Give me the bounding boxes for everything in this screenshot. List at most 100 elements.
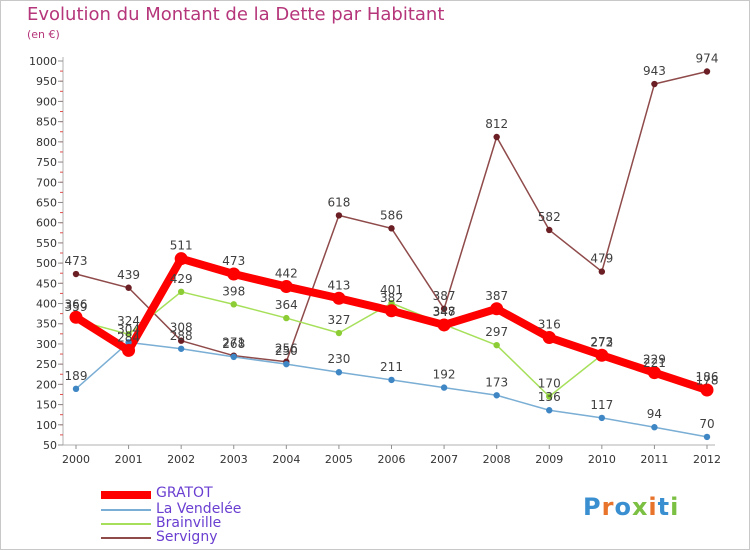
- data-point: [598, 268, 606, 275]
- y-tick-label: 50: [43, 439, 57, 452]
- data-label: 117: [590, 398, 613, 412]
- data-label: 473: [65, 254, 88, 268]
- data-point: [385, 304, 398, 318]
- data-point: [125, 339, 132, 346]
- x-tick-label: 2012: [693, 453, 721, 466]
- legend-swatch: [101, 523, 151, 525]
- y-tick-label: 250: [36, 358, 57, 371]
- data-point: [174, 252, 188, 266]
- x-tick-label: 2003: [220, 453, 248, 466]
- legend-item-la-vendelee: La Vendelée: [101, 501, 361, 517]
- data-point: [177, 345, 185, 352]
- data-label: 324: [117, 314, 140, 328]
- y-tick-label: 350: [36, 318, 57, 331]
- data-label: 347: [433, 305, 456, 319]
- y-tick-label: 700: [36, 176, 57, 189]
- data-label: 618: [327, 195, 350, 209]
- data-point: [335, 369, 343, 376]
- y-tick-label: 500: [36, 257, 57, 270]
- y-tick-label: 550: [36, 237, 57, 250]
- x-tick-label: 2004: [272, 453, 300, 466]
- data-point: [546, 226, 553, 234]
- y-tick-label: 950: [36, 75, 57, 88]
- y-tick-label: 900: [36, 95, 57, 108]
- data-label: 250: [275, 344, 298, 358]
- y-tick-label: 100: [36, 419, 57, 432]
- data-label: 288: [170, 329, 193, 343]
- chart-title: Evolution du Montant de la Dette par Hab…: [27, 4, 445, 25]
- legend-label: La Vendelée: [156, 501, 242, 517]
- x-tick-label: 2010: [588, 453, 616, 466]
- legend-item-gratot: GRATOT: [101, 485, 361, 501]
- data-label: 192: [433, 368, 456, 382]
- data-point: [703, 433, 711, 441]
- data-label: 170: [538, 376, 561, 390]
- data-point: [279, 280, 293, 294]
- data-point: [546, 407, 553, 414]
- y-tick-label: 1000: [29, 55, 57, 68]
- data-point: [493, 133, 500, 141]
- data-label: 479: [590, 252, 613, 266]
- data-label: 511: [170, 239, 193, 253]
- data-point: [490, 302, 504, 316]
- legend-item-brainville: Brainville: [101, 515, 361, 531]
- y-tick-label: 850: [36, 116, 57, 129]
- data-point: [598, 414, 606, 422]
- x-tick-label: 2009: [535, 453, 563, 466]
- data-label: 230: [327, 352, 350, 366]
- data-point: [546, 393, 553, 400]
- data-point: [440, 384, 448, 391]
- data-point: [700, 383, 714, 397]
- data-point: [230, 353, 237, 361]
- x-tick-label: 2007: [430, 453, 458, 466]
- data-label: 94: [647, 407, 662, 421]
- x-tick-label: 2005: [325, 453, 353, 466]
- data-point: [177, 288, 185, 296]
- data-label: 70: [699, 417, 714, 431]
- axes: 50 100 150 200 250 300 350 400 450 500 550 600 650 70…: [29, 55, 721, 466]
- data-point: [177, 337, 185, 344]
- legend-swatch: [101, 491, 151, 499]
- data-point: [72, 270, 80, 278]
- y-tick-label: 400: [36, 298, 57, 311]
- data-label: 273: [590, 335, 613, 349]
- legend-label: Brainville: [156, 515, 222, 531]
- y-tick-label: 200: [36, 378, 57, 391]
- data-label: 189: [65, 369, 88, 383]
- y-tick-label: 750: [36, 156, 57, 169]
- y-tick-label: 150: [36, 399, 57, 412]
- data-point: [651, 424, 658, 431]
- x-tick-label: 2006: [378, 453, 406, 466]
- data-label: 186: [696, 370, 719, 384]
- data-label: 364: [275, 298, 298, 312]
- data-label: 387: [433, 289, 456, 303]
- data-point: [332, 291, 346, 305]
- data-point: [388, 376, 395, 384]
- data-label: 211: [380, 360, 403, 374]
- data-label: 974: [696, 52, 719, 66]
- x-tick-label: 2000: [62, 453, 90, 466]
- data-label: 284: [117, 330, 140, 344]
- data-label: 812: [485, 117, 508, 131]
- data-label: 382: [380, 291, 403, 305]
- legend-swatch: [101, 537, 151, 539]
- data-label: 582: [538, 210, 561, 224]
- data-label: 413: [327, 278, 350, 292]
- series-points: [69, 68, 714, 441]
- data-label: 348: [433, 305, 456, 319]
- data-point: [230, 301, 237, 308]
- data-label: 316: [538, 317, 561, 331]
- data-label: 429: [170, 272, 193, 286]
- y-tick-label: 300: [36, 338, 57, 351]
- chart-unit: (en €): [27, 28, 60, 41]
- x-tick-label: 2002: [167, 453, 195, 466]
- data-label: 268: [222, 337, 245, 351]
- data-label: 136: [538, 390, 561, 404]
- data-label: 439: [117, 268, 140, 282]
- x-tick-label: 2001: [115, 453, 143, 466]
- data-point: [595, 348, 609, 362]
- legend-label: Servigny: [156, 529, 218, 545]
- data-point: [542, 330, 556, 344]
- data-point: [437, 318, 451, 332]
